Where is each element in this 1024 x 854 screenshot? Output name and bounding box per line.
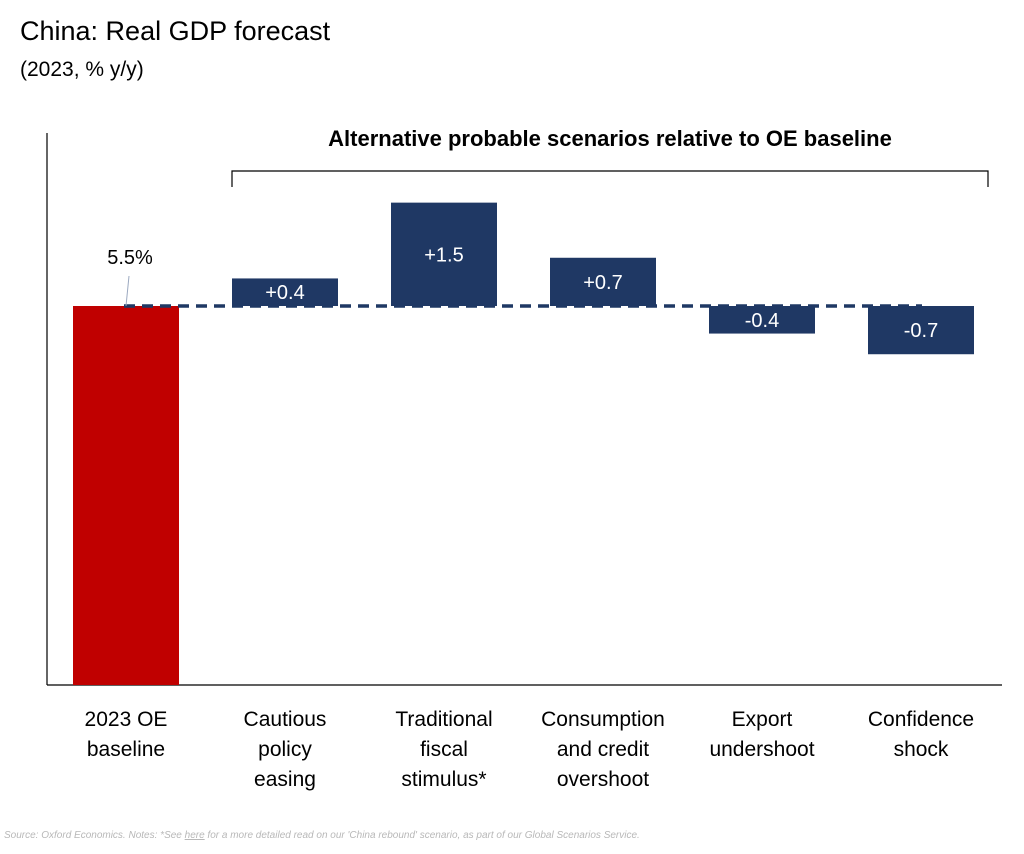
scenario-value-label: +0.7 [583,272,622,294]
category-label: Traditional [395,708,492,731]
category-label: baseline [87,738,165,761]
chart-subtitle: (2023, % y/y) [20,58,144,81]
category-label: Export [732,708,793,731]
category-label: Consumption [541,708,665,731]
baseline-bar [73,306,179,685]
scenario-bar [868,306,974,355]
scenario-value-label: +1.5 [424,244,463,266]
scenario-bar [709,306,815,334]
source-note: Source: Oxford Economics. Notes: *See he… [4,830,640,841]
category-label: undershoot [709,738,814,761]
scenario-value-label: +0.4 [265,282,304,304]
baseline-label-leader [125,275,130,307]
scenario-bracket-label: Alternative probable scenarios relative … [328,126,892,151]
source-text-after: for a more detailed read on our 'China r… [204,830,640,841]
scenario-bracket [231,170,989,187]
source-link[interactable]: here [184,830,205,841]
category-label: Confidence [868,708,974,731]
scenario-bar [391,202,497,306]
category-label: Cautious [244,708,327,731]
source-text-before: Source: Oxford Economics. Notes: *See [4,830,185,841]
category-label: 2023 OE [85,708,168,731]
category-label: policy [258,738,312,761]
scenario-value-label: -0.7 [904,320,938,342]
category-label: easing [254,768,316,791]
chart-title: China: Real GDP forecast [20,16,331,46]
category-label: fiscal [420,738,468,761]
category-label: and credit [557,738,649,761]
baseline-value-label: 5.5% [107,247,153,269]
scenario-value-label: -0.4 [745,310,779,332]
scenario-bar [232,278,338,306]
scenario-bar [550,257,656,306]
category-label: stimulus* [401,768,486,791]
category-label: overshoot [557,768,649,791]
category-label: shock [894,738,949,761]
